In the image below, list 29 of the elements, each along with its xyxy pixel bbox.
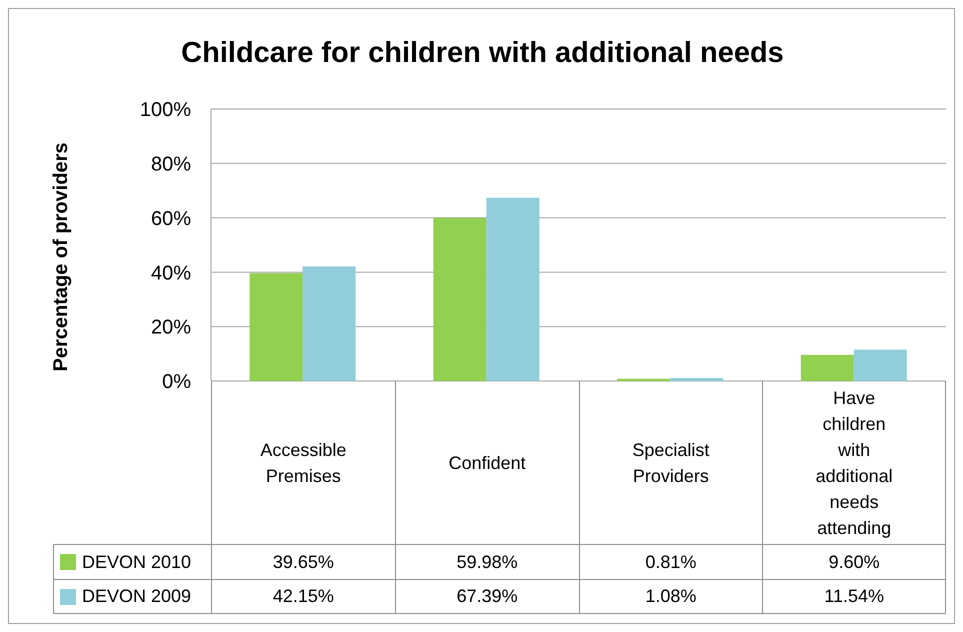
data-label: 67.39%	[394, 579, 578, 614]
legend-label: DEVON 2009	[82, 586, 192, 607]
y-tick-label: 100%	[140, 99, 192, 122]
x-tick-label: Confident	[394, 381, 578, 544]
y-tick-label: 60%	[150, 208, 192, 230]
data-label: 59.98%	[394, 544, 578, 579]
x-tick-label: Have children with additional needs attending	[762, 381, 946, 544]
data-label: 9.60%	[762, 544, 946, 579]
chart-title: Childcare for children with additional needs	[180, 37, 785, 70]
data-label: 0.81%	[578, 544, 762, 579]
y-tick-label: 0%	[162, 371, 192, 394]
y-tick-label: 40%	[150, 262, 192, 284]
bar	[486, 198, 540, 381]
y-tick-label: 80%	[150, 154, 192, 176]
bar	[433, 218, 486, 381]
legend-label: DEVON 2010	[82, 552, 192, 572]
bar	[250, 273, 303, 381]
data-label: 11.54%	[762, 579, 946, 614]
x-tick-label: Accessible Premises	[211, 381, 395, 544]
bar	[302, 266, 356, 381]
bar	[800, 354, 854, 381]
data-label: 39.65%	[211, 544, 395, 579]
bar	[854, 350, 907, 381]
y-tick-label: 20%	[150, 316, 192, 339]
data-label: 42.15%	[211, 579, 395, 614]
x-tick-label: Specialist Providers	[578, 381, 762, 544]
y-axis-title: Percentage of providers	[50, 142, 73, 374]
data-label: 1.08%	[578, 579, 762, 614]
bar	[670, 378, 724, 381]
